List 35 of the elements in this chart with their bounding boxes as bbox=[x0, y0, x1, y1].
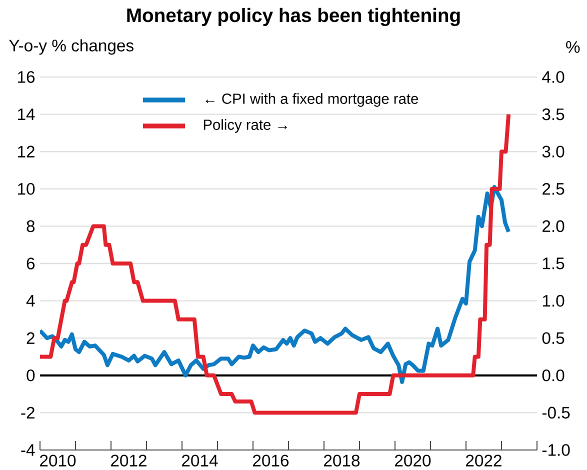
x-tick-label: 2018 bbox=[324, 454, 360, 466]
y2-tick-label: 1.0 bbox=[542, 294, 564, 307]
legend-label: ← CPI with a fixed mortgage rate bbox=[206, 93, 418, 107]
y-tick-label: 4 bbox=[26, 295, 35, 307]
y2-tick-label: 4.0 bbox=[542, 71, 564, 83]
chart-title: Monetary policy has been tightening bbox=[127, 8, 460, 26]
y-tick-label: 10 bbox=[18, 183, 35, 195]
y-tick-label: 0 bbox=[26, 369, 35, 382]
y-axis-title: Y-o-y % changes bbox=[9, 39, 134, 55]
x-tick-label: 2020 bbox=[395, 454, 431, 466]
y2-tick-label: 3.5 bbox=[542, 108, 564, 120]
y2-tick-label: -0.5 bbox=[542, 406, 570, 419]
y-tick-label: -4 bbox=[21, 444, 35, 456]
y2-tick-label: 1.5 bbox=[542, 258, 564, 270]
y-tick-label: 12 bbox=[18, 146, 34, 158]
x-tick-label: 2016 bbox=[253, 454, 289, 466]
y2-axis-title: % bbox=[566, 41, 580, 53]
y2-tick-label: 2.0 bbox=[542, 220, 564, 232]
y-tick-label: 8 bbox=[26, 220, 35, 232]
y-tick-label: 14 bbox=[18, 108, 35, 120]
x-tick-label: 2012 bbox=[111, 454, 146, 466]
y-tick-label: -2 bbox=[21, 406, 34, 419]
y2-tick-label: -1.0 bbox=[542, 444, 570, 456]
y-tick-label: 6 bbox=[26, 258, 35, 270]
y-tick-label: 2 bbox=[26, 332, 34, 344]
y2-tick-label: 3.0 bbox=[542, 146, 564, 158]
y-tick-label: 16 bbox=[18, 71, 35, 83]
x-tick-label: 2010 bbox=[40, 454, 76, 466]
y2-tick-label: 2.5 bbox=[542, 183, 564, 195]
line-series bbox=[40, 112, 511, 415]
x-tick-label: 2022 bbox=[466, 454, 502, 466]
y2-tick-label: 0.0 bbox=[542, 369, 564, 382]
y2-tick-label: 0.5 bbox=[542, 332, 564, 344]
x-tick-label: 2014 bbox=[182, 454, 218, 466]
legend-label: Policy rate → bbox=[204, 119, 287, 133]
